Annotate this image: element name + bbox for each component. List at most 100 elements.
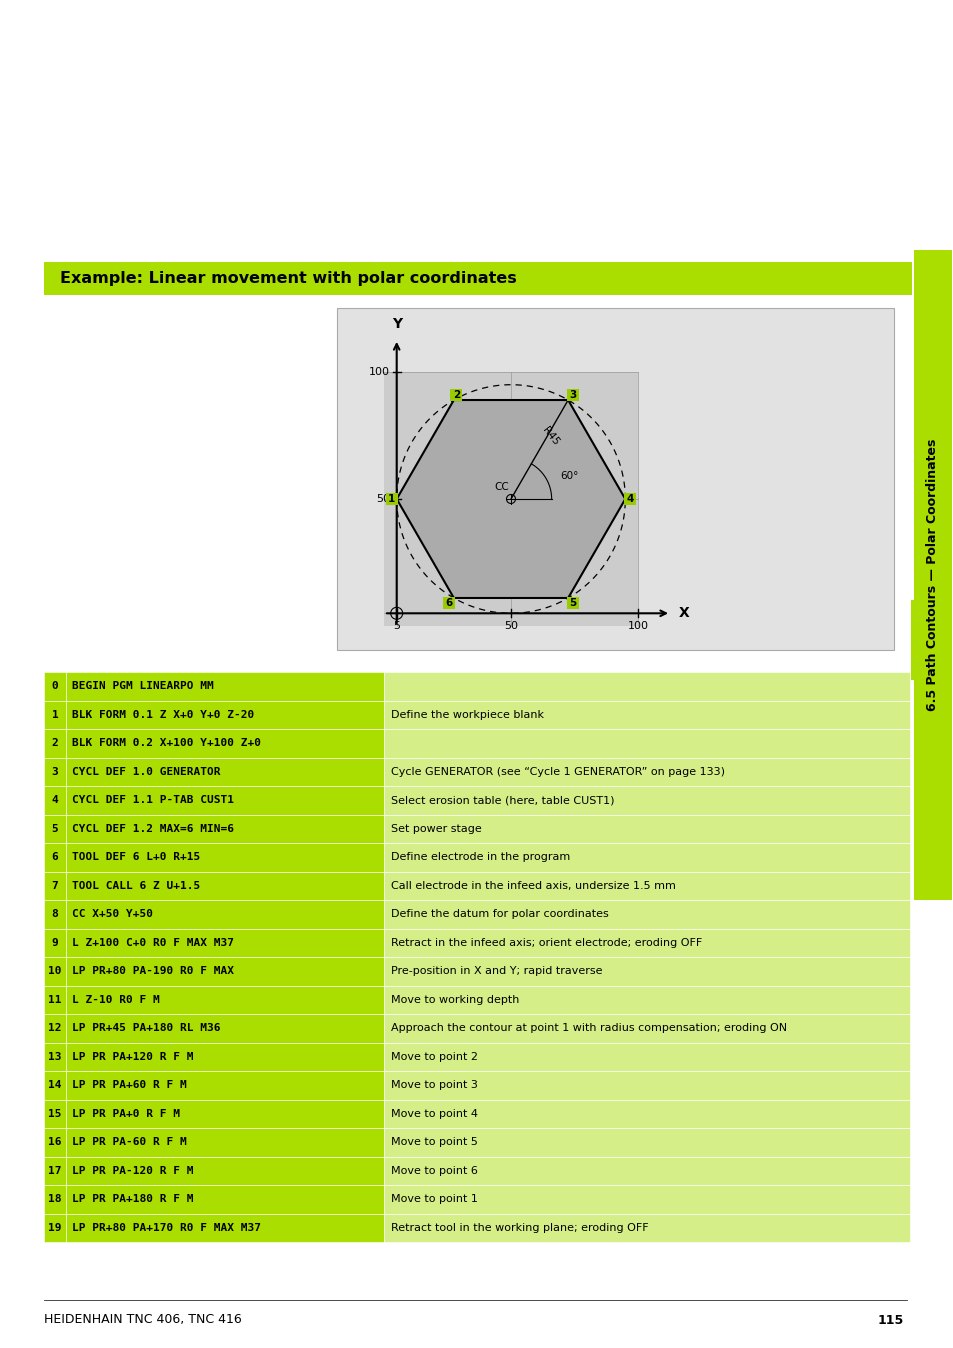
Text: 6: 6 [445,599,452,608]
Text: 100: 100 [627,621,648,631]
Bar [44,929,66,957]
Text: Example: Linear movement with polar coordinates: Example: Linear movement with polar coor… [60,271,517,286]
Bar [384,758,909,786]
Text: LP PR+80 PA-190 R0 F MAX: LP PR+80 PA-190 R0 F MAX [71,967,233,976]
Bar [66,673,384,701]
Text: 5: 5 [393,621,399,631]
Text: Move to point 5: Move to point 5 [391,1138,477,1147]
Text: CYCL DEF 1.2 MAX=6 MIN=6: CYCL DEF 1.2 MAX=6 MIN=6 [71,824,233,834]
Text: LP PR PA-60 R F M: LP PR PA-60 R F M [71,1138,187,1147]
Text: LP PR+45 PA+180 RL M36: LP PR+45 PA+180 RL M36 [71,1023,220,1034]
Text: 1: 1 [388,493,395,504]
Text: HEIDENHAIN TNC 406, TNC 416: HEIDENHAIN TNC 406, TNC 416 [44,1313,241,1326]
Bar [66,872,384,900]
Bar [384,985,909,1014]
Bar [44,900,66,929]
Text: BLK FORM 0.2 X+100 Y+100 Z+0: BLK FORM 0.2 X+100 Y+100 Z+0 [71,739,261,748]
Text: TOOL CALL 6 Z U+1.5: TOOL CALL 6 Z U+1.5 [71,880,200,891]
Bar [384,1072,909,1100]
Bar [44,1042,66,1072]
Text: Define the workpiece blank: Define the workpiece blank [391,710,543,720]
Bar [384,929,909,957]
Bar [384,729,909,758]
Text: Define the datum for polar coordinates: Define the datum for polar coordinates [391,910,608,919]
Bar [44,872,66,900]
Bar [44,985,66,1014]
Text: 10: 10 [49,967,62,976]
Bar [567,597,578,609]
Bar [44,814,66,842]
Bar [44,729,66,758]
Text: 19: 19 [49,1223,62,1233]
Bar [44,957,66,985]
Text: LP PR PA+120 R F M: LP PR PA+120 R F M [71,1051,193,1062]
Text: 2: 2 [51,739,58,748]
Bar [384,1185,909,1213]
Text: Move to point 1: Move to point 1 [391,1194,477,1204]
Text: 5: 5 [569,599,577,608]
Text: 14: 14 [49,1080,62,1091]
Text: 3: 3 [569,390,577,400]
Bar [384,842,909,872]
Text: 11: 11 [49,995,62,1004]
Text: 100: 100 [368,367,389,377]
Text: 12: 12 [49,1023,62,1034]
Text: LP PR PA+0 R F M: LP PR PA+0 R F M [71,1109,180,1119]
Text: Move to point 4: Move to point 4 [391,1109,477,1119]
Text: Move to point 3: Move to point 3 [391,1080,477,1091]
Bar [623,493,636,506]
Bar [44,1213,66,1242]
Text: Define electrode in the program: Define electrode in the program [391,852,570,863]
Bar [913,249,951,900]
Text: BEGIN PGM LINEARPO MM: BEGIN PGM LINEARPO MM [71,681,213,692]
Bar [44,673,66,701]
Bar [384,957,909,985]
Bar [384,786,909,814]
Text: Move to working depth: Move to working depth [391,995,518,1004]
Bar [66,842,384,872]
Text: 2: 2 [453,390,459,400]
Bar [66,758,384,786]
Text: 8: 8 [51,910,58,919]
Text: Cycle GENERATOR (see “Cycle 1 GENERATOR” on page 133): Cycle GENERATOR (see “Cycle 1 GENERATOR”… [391,767,724,776]
Bar [66,1072,384,1100]
Text: Move to point 2: Move to point 2 [391,1051,477,1062]
Text: LP PR+80 PA+170 R0 F MAX M37: LP PR+80 PA+170 R0 F MAX M37 [71,1223,261,1233]
Bar [66,1100,384,1128]
Polygon shape [396,400,624,599]
Text: 115: 115 [877,1313,903,1326]
Text: LP PR PA+180 R F M: LP PR PA+180 R F M [71,1194,193,1204]
Text: 50: 50 [375,493,389,504]
Bar [66,1014,384,1042]
Bar [44,758,66,786]
Bar [384,673,909,701]
Bar [384,900,909,929]
Bar [44,1157,66,1185]
Text: 4: 4 [51,795,58,805]
Text: 3: 3 [51,767,58,776]
Bar [44,1014,66,1042]
Text: 5: 5 [51,824,58,834]
Bar [384,872,909,900]
Bar [66,786,384,814]
Text: 0: 0 [51,681,58,692]
Bar [66,1042,384,1072]
Bar [44,1128,66,1157]
Text: 6.5 Path Contours — Polar Coordinates: 6.5 Path Contours — Polar Coordinates [925,439,939,712]
Bar [442,597,455,609]
Text: 15: 15 [49,1109,62,1119]
Text: Approach the contour at point 1 with radius compensation; eroding ON: Approach the contour at point 1 with rad… [391,1023,786,1034]
Bar [44,1072,66,1100]
Text: LP PR PA-120 R F M: LP PR PA-120 R F M [71,1166,193,1175]
Bar [66,1213,384,1242]
Text: Call electrode in the infeed axis, undersize 1.5 mm: Call electrode in the infeed axis, under… [391,880,675,891]
Text: X: X [678,607,689,620]
Bar [44,842,66,872]
Text: Retract in the infeed axis; orient electrode; eroding OFF: Retract in the infeed axis; orient elect… [391,938,701,948]
Text: 18: 18 [49,1194,62,1204]
Bar [567,390,578,400]
Text: 6: 6 [51,852,58,863]
Bar [911,0,953,1348]
Bar [66,701,384,729]
Bar [66,814,384,842]
